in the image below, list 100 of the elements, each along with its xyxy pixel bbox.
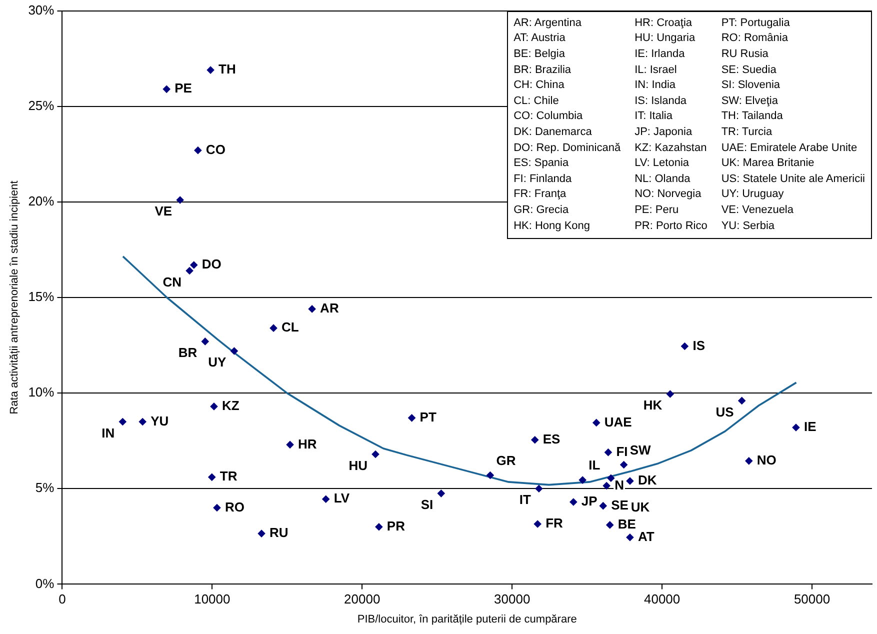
point <box>626 477 634 485</box>
annotation: ES <box>542 431 561 446</box>
point <box>208 473 216 481</box>
point <box>375 523 383 531</box>
y-tick-label: 5% <box>35 480 55 496</box>
point <box>626 534 634 542</box>
point <box>738 397 746 404</box>
x-tick-label: 0 <box>58 592 66 607</box>
annotation: JP <box>581 494 598 509</box>
annotation: FR: Franţa <box>514 187 568 202</box>
y-tick-label: 25% <box>28 98 55 113</box>
annotation: DO: Rep. Dominicană <box>514 140 621 156</box>
annotation: RU Rusia <box>721 46 770 62</box>
annotation: FR <box>546 516 564 531</box>
point <box>792 424 800 432</box>
annotation: IN <box>102 425 115 440</box>
annotation: IE: Irlanda <box>634 46 686 62</box>
annotation: BR: Brazilia <box>514 62 572 78</box>
point <box>286 440 294 448</box>
point <box>604 448 612 456</box>
annotation: DK: Danemarca <box>514 124 593 140</box>
annotation: SW: Elveţia <box>721 94 779 109</box>
point <box>138 418 146 426</box>
annotation: PT: Portugalia <box>721 16 791 31</box>
point <box>190 261 198 269</box>
x-tick-label: 30000 <box>494 592 530 607</box>
annotation: HR: Croaţia <box>634 16 694 31</box>
annotation: US <box>716 404 734 420</box>
annotation: JP: Japonia <box>634 124 694 140</box>
x-tick-label: 10000 <box>194 592 230 607</box>
x-axis-title: PIB/locuitor, în paritățile puterii de cumpărare <box>357 613 577 626</box>
annotation: RO: România <box>721 31 789 46</box>
y-tick-label: 0% <box>35 576 55 591</box>
point <box>535 484 543 492</box>
annotation: IT <box>519 492 531 508</box>
point <box>162 85 170 93</box>
annotation: UY: Uruguay <box>721 187 785 202</box>
annotation: UK <box>630 500 650 515</box>
point <box>186 267 194 274</box>
annotation: AR <box>320 300 340 316</box>
annotation: PT <box>420 409 436 424</box>
annotation: RU <box>270 525 288 540</box>
annotation: IL: Israel <box>634 62 678 78</box>
annotation: SE: Suedia <box>721 62 778 78</box>
annotation: CO <box>206 142 226 157</box>
annotation: LV <box>334 490 350 506</box>
annotation: TH: Tailanda <box>721 109 784 124</box>
annotation: UK: Marea Britanie <box>721 156 816 172</box>
annotation: SI: Slovenia <box>721 78 782 94</box>
point <box>745 457 753 465</box>
point <box>607 474 615 482</box>
point <box>206 66 214 74</box>
annotation: PE: Peru <box>634 202 680 218</box>
annotation: UAE <box>604 414 632 430</box>
annotation: N <box>614 477 624 492</box>
annotation: IS <box>692 338 706 353</box>
point <box>681 342 688 350</box>
annotation: CH: China <box>514 78 566 94</box>
point <box>620 461 628 468</box>
point <box>270 324 278 332</box>
annotation: YU <box>150 413 169 428</box>
annotation: PR: Porto Rico <box>634 218 708 234</box>
annotation: DK <box>638 472 658 488</box>
annotation: AT: Austria <box>514 31 566 46</box>
point <box>606 521 614 529</box>
x-tick-label: 40000 <box>644 592 680 607</box>
annotation: RO <box>224 499 244 514</box>
x-tick-label: 50000 <box>794 592 830 607</box>
point <box>176 196 184 204</box>
annotation: NL: Olanda <box>634 172 692 187</box>
annotation: KZ: Kazahstan <box>634 140 708 156</box>
annotation: HK <box>643 398 663 413</box>
annotation: PE <box>174 80 192 96</box>
point <box>578 476 586 484</box>
annotation: IE <box>804 419 817 434</box>
y-tick-label: 15% <box>28 289 55 304</box>
annotation: VE <box>154 204 172 219</box>
annotation: SW <box>630 442 652 458</box>
point <box>408 414 416 422</box>
point <box>666 390 674 398</box>
point <box>258 530 266 538</box>
annotation: SE <box>611 497 629 512</box>
annotation: US: Statele Unite ale Americii <box>721 172 865 187</box>
annotation: FI: Finlanda <box>514 172 573 187</box>
point <box>602 482 610 490</box>
point <box>592 418 600 426</box>
annotation: YU: Serbia <box>721 218 776 234</box>
annotation: GR: Grecia <box>514 202 570 218</box>
point <box>570 498 578 506</box>
annotation: HU <box>348 458 368 473</box>
annotation: SI <box>420 496 434 512</box>
annotation: UAE: Emiratele Arabe Unite <box>721 140 858 156</box>
point <box>372 450 380 458</box>
annotation: CN <box>162 274 182 290</box>
point <box>486 472 494 479</box>
annotation: IN: India <box>634 78 677 94</box>
annotation: IT: Italia <box>634 109 674 124</box>
annotation: VE: Venezuela <box>721 202 794 218</box>
annotation: AR: Argentina <box>514 16 582 31</box>
annotation: KZ <box>222 398 240 414</box>
